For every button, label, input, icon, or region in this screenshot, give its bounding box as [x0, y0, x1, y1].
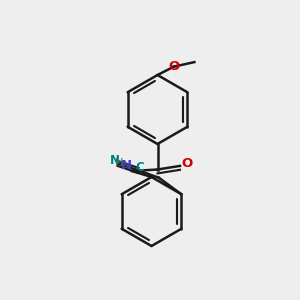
Text: O: O — [181, 157, 192, 170]
Text: N: N — [110, 154, 120, 167]
Text: C: C — [135, 161, 144, 174]
Text: H: H — [115, 158, 124, 168]
Text: O: O — [168, 60, 180, 73]
Text: N: N — [121, 159, 132, 172]
